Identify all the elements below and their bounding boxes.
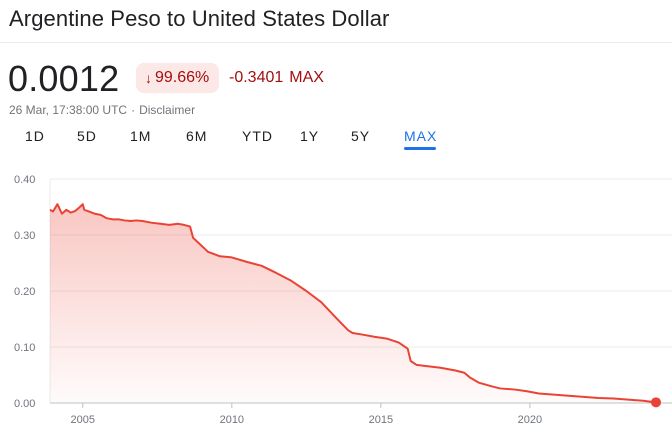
y-tick-label: 0.00	[14, 398, 35, 410]
y-tick-label: 0.20	[14, 286, 35, 298]
tab-6m[interactable]: 6M	[186, 128, 208, 144]
disclaimer-link[interactable]: Disclaimer	[139, 103, 196, 117]
tab-5y[interactable]: 5Y	[351, 128, 371, 144]
series-area	[50, 204, 656, 403]
tab-max[interactable]: MAX	[404, 128, 437, 150]
x-tick-label: 2010	[220, 414, 244, 426]
tab-1y[interactable]: 1Y	[300, 128, 320, 144]
y-tick-label: 0.40	[14, 174, 35, 186]
page-title: Argentine Peso to United States Dollar	[9, 6, 390, 31]
tab-1m[interactable]: 1M	[130, 128, 152, 144]
absolute-change: -0.3401 MAX	[229, 69, 324, 87]
series-line	[49, 203, 657, 404]
timestamp: 26 Mar, 17:38:00 UTC	[9, 103, 128, 117]
absolute-change-value: -0.3401	[229, 69, 284, 86]
percent-change-badge: ↓ 99.66%	[136, 63, 220, 93]
x-tick-label: 2015	[369, 414, 393, 426]
change-period-label: MAX	[289, 69, 324, 86]
title-divider	[0, 42, 672, 43]
last-point-marker	[651, 397, 661, 408]
range-tabs: 1D 5D 1M 6M YTD 1Y 5Y MAX	[0, 128, 500, 156]
percent-change-value: 99.66%	[155, 69, 210, 86]
y-tick-label: 0.10	[14, 342, 35, 354]
y-tick-label: 0.30	[14, 230, 35, 242]
tab-ytd[interactable]: YTD	[242, 128, 273, 144]
x-tick-label: 2005	[71, 414, 95, 426]
tab-1d[interactable]: 1D	[25, 128, 45, 144]
meta-separator: ·	[131, 103, 136, 117]
quote-meta: 26 Mar, 17:38:00 UTC · Disclaimer	[9, 103, 195, 117]
x-tick-label: 2020	[518, 414, 542, 426]
tab-5d[interactable]: 5D	[77, 128, 97, 144]
arrow-down-icon: ↓	[145, 70, 152, 86]
current-price: 0.0012	[8, 58, 120, 99]
price-chart[interactable]: 0.40 0.30 0.20 0.10 0.00 2005 2010 2015 2020	[0, 165, 672, 436]
price-chart-svg: 0.40 0.30 0.20 0.10 0.00 2005 2010 2015 2020	[14, 174, 672, 426]
